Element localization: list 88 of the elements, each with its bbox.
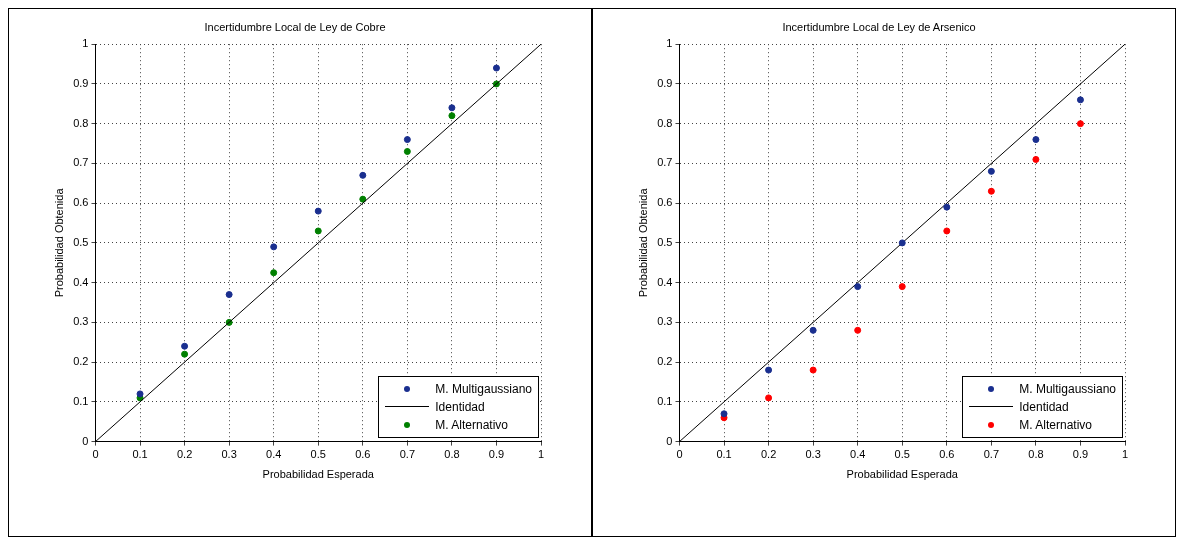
y-axis-title: Probabilidad Obtenida	[52, 187, 65, 298]
point	[720, 410, 728, 418]
y-tick-label: 0.6	[73, 196, 89, 209]
chart-title: Incertidumbre Local de Ley de Cobre	[204, 20, 386, 33]
point	[270, 243, 278, 251]
x-tick-label: 0.5	[310, 448, 326, 461]
point	[987, 187, 995, 195]
y-tick-label: 0.2	[657, 355, 673, 368]
legend-label: M. Multigaussiano	[1019, 381, 1116, 396]
x-tick-label: 1	[1121, 448, 1129, 461]
point	[943, 203, 951, 211]
x-tick-label: 0.3	[805, 448, 821, 461]
x-tick-label: 0.9	[1072, 448, 1089, 461]
point	[809, 366, 817, 374]
y-tick-label: 1	[666, 37, 673, 50]
y-tick-label: 0.5	[73, 235, 89, 248]
point	[1076, 120, 1084, 128]
legend-label: Identidad	[435, 399, 485, 414]
point	[943, 227, 951, 235]
point	[448, 104, 456, 112]
point	[270, 269, 278, 277]
y-tick-label: 0.4	[657, 275, 673, 288]
x-axis-title: Probabilidad Esperada	[846, 468, 959, 481]
chart-title: Incertidumbre Local de Ley de Arsenico	[782, 20, 976, 33]
point	[448, 112, 456, 120]
x-tick-label: 0.8	[444, 448, 460, 461]
x-axis-title: Probabilidad Esperada	[262, 468, 375, 481]
legend-label: M. Alternativo	[1019, 417, 1092, 432]
x-tick-label: 1	[537, 448, 545, 461]
point	[359, 171, 367, 179]
y-tick-label: 0	[666, 434, 673, 447]
y-tick-label: 1	[82, 37, 89, 50]
point	[403, 136, 411, 144]
y-tick-label: 0.9	[73, 76, 89, 89]
x-tick-label: 0.8	[1028, 448, 1044, 461]
y-tick-label: 0.1	[73, 394, 89, 407]
point	[854, 283, 862, 291]
y-tick-label: 0	[82, 434, 89, 447]
point	[765, 394, 773, 402]
y-tick-label: 0.2	[73, 355, 89, 368]
y-tick-label: 0.8	[657, 116, 673, 129]
point	[765, 366, 773, 374]
point	[854, 326, 862, 334]
y-tick-label: 0.6	[657, 196, 673, 209]
legend-label: M. Multigaussiano	[435, 381, 532, 396]
x-tick-label: 0.7	[399, 448, 415, 461]
point	[181, 342, 189, 350]
y-tick-label: 0.7	[73, 156, 89, 169]
x-tick-label: 0.7	[983, 448, 999, 461]
point	[809, 326, 817, 334]
point	[181, 350, 189, 358]
y-tick-label: 0.9	[657, 76, 673, 89]
x-tick-label: 0	[676, 448, 683, 461]
point	[403, 148, 411, 155]
point	[987, 167, 995, 175]
x-tick-label: 0.6	[355, 448, 371, 461]
point	[225, 291, 233, 299]
x-tick-label: 0.9	[488, 448, 505, 461]
x-tick-label: 0.5	[894, 448, 910, 461]
legend-label: M. Alternativo	[435, 417, 508, 432]
y-axis-title: Probabilidad Obtenida	[636, 187, 649, 298]
x-tick-label: 0.3	[221, 448, 237, 461]
x-tick-label: 0.1	[132, 448, 148, 461]
x-tick-label: 0.1	[716, 448, 732, 461]
point	[1076, 96, 1084, 104]
point	[1032, 155, 1040, 163]
x-tick-label: 0.4	[850, 448, 866, 461]
legend-label: Identidad	[1019, 399, 1069, 414]
point	[314, 207, 322, 215]
x-tick-label: 0.4	[266, 448, 282, 461]
point	[136, 390, 144, 398]
x-tick-label: 0.2	[760, 448, 777, 461]
y-tick-label: 0.4	[73, 275, 89, 288]
point	[359, 195, 367, 203]
point	[898, 283, 906, 291]
y-tick-label: 0.3	[73, 315, 89, 328]
point	[492, 64, 500, 72]
y-tick-label: 0.5	[657, 235, 673, 248]
point	[1032, 136, 1040, 144]
y-tick-label: 0.3	[657, 315, 673, 328]
x-tick-label: 0	[92, 448, 99, 461]
point	[898, 239, 906, 247]
point	[314, 227, 322, 235]
y-tick-label: 0.8	[73, 116, 89, 129]
x-tick-label: 0.6	[939, 448, 955, 461]
x-tick-label: 0.2	[176, 448, 193, 461]
y-tick-label: 0.1	[657, 394, 673, 407]
y-tick-label: 0.7	[657, 156, 673, 169]
